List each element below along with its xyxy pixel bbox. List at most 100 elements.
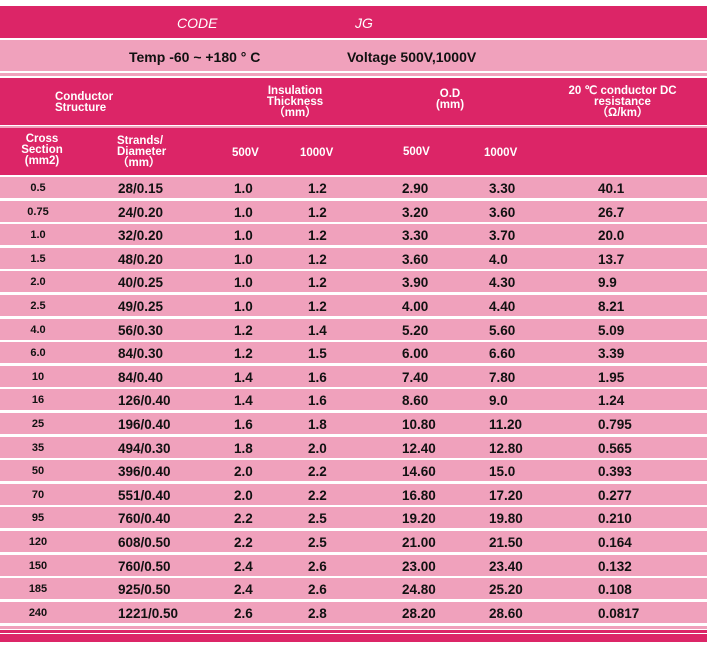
od-500v-cell: 12.40 <box>402 440 436 456</box>
od-500v-cell: 14.60 <box>402 464 436 480</box>
od-1000v-cell: 5.60 <box>489 322 516 338</box>
insulation-500v-cell: 1.4 <box>234 393 253 409</box>
insulation-1000v-cell: 2.5 <box>308 535 327 550</box>
temp-range: Temp -60 ~ +180 ° C <box>129 49 261 65</box>
cross-section-cell: 25 <box>31 418 45 430</box>
od-500v-cell: 2.90 <box>402 181 429 196</box>
insulation-500v-cell: 1.4 <box>234 369 253 385</box>
cross-section-cell: 35 <box>31 441 45 454</box>
od-1000v-header: 1000V <box>484 147 518 159</box>
strands-diameter-cell: 760/0.50 <box>118 558 171 574</box>
od-500v-cell: 21.00 <box>402 535 436 550</box>
code-value: JG <box>355 15 373 31</box>
table-row: 240 1221/0.50 2.6 2.8 28.20 28.60 0.0817 <box>0 601 707 623</box>
table-row: 1.0 32/0.20 1.0 1.2 3.30 3.70 20.0 <box>0 224 707 246</box>
strands-diameter-cell: 494/0.30 <box>118 440 171 456</box>
table-row: 16 126/0.40 1.4 1.6 8.60 9.0 1.24 <box>0 389 707 411</box>
strands-title: Strands/ Diameter <box>117 135 167 158</box>
insulation-500v-cell: 2.4 <box>234 558 253 574</box>
cross-section-cell: 1.0 <box>30 229 46 242</box>
cross-section-cell: 6.0 <box>30 347 46 360</box>
od-1000v-cell: 4.40 <box>489 299 516 314</box>
od-500v-cell: 3.60 <box>402 251 429 267</box>
insulation-title: Insulation Thickness <box>266 85 324 108</box>
divider <box>0 73 707 76</box>
table-row: 70 551/0.40 2.0 2.2 16.80 17.20 0.277 <box>0 483 707 505</box>
od-title: O.D <box>439 88 461 100</box>
insulation-1000v-cell: 2.0 <box>308 440 327 456</box>
strands-unit: （mm） <box>117 157 161 169</box>
od-1000v-cell: 7.80 <box>489 369 516 385</box>
insulation-1000v-cell: 1.2 <box>308 299 327 314</box>
od-unit: (mm) <box>435 99 465 111</box>
od-1000v-cell: 3.60 <box>489 204 516 220</box>
insulation-1000v-cell: 1.2 <box>308 251 327 267</box>
cross-section-cell: 16 <box>31 394 45 407</box>
insulation-500v-cell: 1.2 <box>234 346 253 362</box>
dc-resistance-cell: 26.7 <box>598 204 625 220</box>
cross-section-header: Cross Section (mm2) <box>21 133 63 167</box>
table-row: 0.75 24/0.20 1.0 1.2 3.20 3.60 26.7 <box>0 200 707 222</box>
resistance-header: 20 ℃ conductor DC resistance （Ω/km） <box>565 85 680 119</box>
od-500v-cell: 24.80 <box>402 582 436 598</box>
dc-resistance-cell: 9.9 <box>598 275 617 291</box>
footer-stripe <box>0 630 707 633</box>
od-header: O.D (mm) <box>430 88 470 111</box>
cross-section-cell: 1.5 <box>30 252 46 265</box>
insulation-500v-cell: 1.2 <box>234 322 253 338</box>
insulation-500v-cell: 1.0 <box>234 299 253 314</box>
insulation-1000v-cell: 1.5 <box>308 346 327 362</box>
ins-1000v-header: 1000V <box>300 147 334 159</box>
od-1000v-cell: 23.40 <box>489 558 523 574</box>
insulation-500v-cell: 2.2 <box>234 511 253 527</box>
insulation-1000v-cell: 2.2 <box>308 464 327 480</box>
strands-diameter-cell: 925/0.50 <box>118 582 171 598</box>
strands-diameter-cell: 84/0.30 <box>118 346 164 362</box>
table-row: 95 760/0.40 2.2 2.5 19.20 19.80 0.210 <box>0 507 707 529</box>
code-bar: CODE JG <box>0 6 707 38</box>
insulation-1000v-cell: 2.6 <box>308 558 327 574</box>
insulation-500v-cell: 2.4 <box>234 582 253 598</box>
table-row: 185 925/0.50 2.4 2.6 24.80 25.20 0.108 <box>0 578 707 600</box>
od-500v-cell: 10.80 <box>402 417 436 432</box>
insulation-1000v-cell: 1.4 <box>308 322 327 338</box>
strands-diameter-cell: 760/0.40 <box>118 511 171 527</box>
insulation-500v-cell: 2.0 <box>234 487 253 503</box>
insulation-1000v-cell: 2.6 <box>308 582 327 598</box>
dc-resistance-cell: 20.0 <box>598 228 625 244</box>
strands-diameter-cell: 551/0.40 <box>118 487 171 503</box>
insulation-500v-cell: 2.6 <box>234 605 253 621</box>
table-row: 10 84/0.40 1.4 1.6 7.40 7.80 1.95 <box>0 365 707 387</box>
od-500v-cell: 3.20 <box>402 204 429 220</box>
dc-resistance-cell: 0.795 <box>598 417 632 432</box>
od-1000v-cell: 17.20 <box>489 487 523 503</box>
dc-resistance-cell: 0.277 <box>598 487 632 503</box>
od-1000v-cell: 3.70 <box>489 228 516 244</box>
voltage-rating: Voltage 500V,1000V <box>347 49 477 65</box>
table-row: 120 608/0.50 2.2 2.5 21.00 21.50 0.164 <box>0 531 707 552</box>
od-1000v-cell: 11.20 <box>489 417 523 432</box>
od-500v-cell: 8.60 <box>402 393 429 409</box>
od-500v-cell: 5.20 <box>402 322 429 338</box>
table-row: 150 760/0.50 2.4 2.6 23.00 23.40 0.132 <box>0 554 707 576</box>
dc-resistance-cell: 8.21 <box>598 299 625 314</box>
cross-section-cell: 70 <box>31 488 45 501</box>
insulation-500v-cell: 1.0 <box>234 251 253 267</box>
footer-bar <box>0 634 707 642</box>
insulation-500v-cell: 1.0 <box>234 181 253 196</box>
od-1000v-cell: 28.60 <box>489 605 523 621</box>
strands-diameter-cell: 40/0.25 <box>118 275 164 291</box>
insulation-1000v-cell: 1.2 <box>308 275 327 291</box>
strands-diameter-cell: 48/0.20 <box>118 251 164 267</box>
od-500v-cell: 3.90 <box>402 275 429 291</box>
insulation-500v-cell: 1.8 <box>234 440 253 456</box>
od-500v-cell: 3.30 <box>402 228 429 244</box>
od-1000v-cell: 4.30 <box>489 275 516 291</box>
insulation-1000v-cell: 1.2 <box>308 181 327 196</box>
insulation-1000v-cell: 1.2 <box>308 204 327 220</box>
od-500v-cell: 16.80 <box>402 487 436 503</box>
strands-diameter-cell: 608/0.50 <box>118 535 171 550</box>
table-row: 4.0 56/0.30 1.2 1.4 5.20 5.60 5.09 <box>0 318 707 340</box>
insulation-1000v-cell: 2.5 <box>308 511 327 527</box>
